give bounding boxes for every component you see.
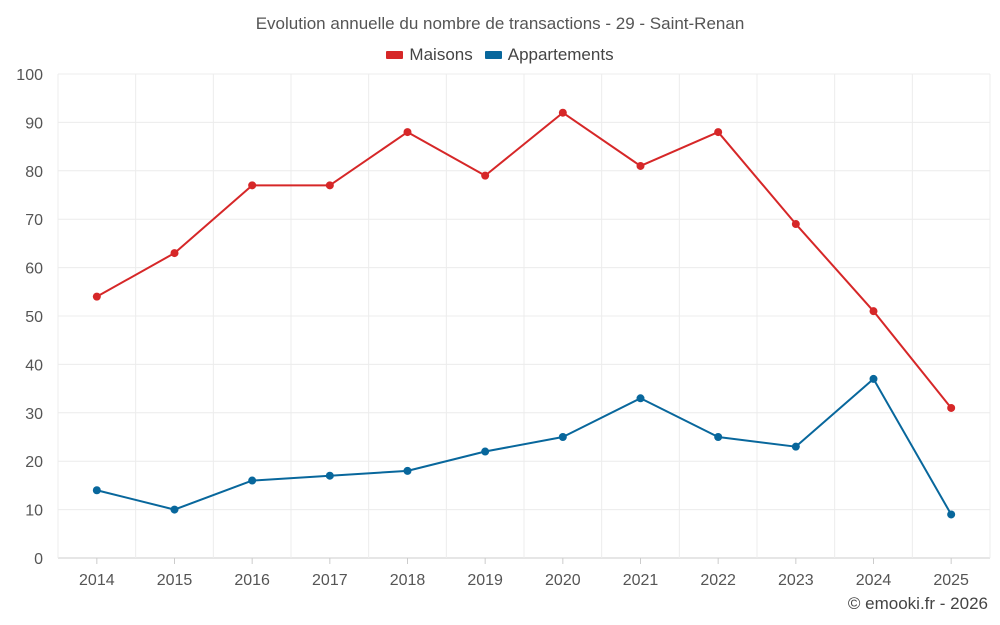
series-line-maisons (96, 111, 952, 409)
legend-label-appartements: Appartements (507, 45, 614, 64)
x-tick-label-2019: 2019 (467, 572, 503, 589)
data-point-maisons-2016 (248, 181, 257, 190)
data-point-appartements-2019 (481, 447, 490, 456)
y-tick-label-80: 80 (25, 164, 43, 181)
data-point-maisons-2019 (481, 171, 490, 180)
data-point-appartements-2022 (714, 433, 723, 441)
x-tick-label-2023: 2023 (778, 572, 814, 589)
legend-swatch-appartements (484, 51, 502, 59)
legend-label-maisons: Maisons (409, 45, 473, 64)
chart-legend: Maisons Appartements (0, 45, 1000, 65)
data-point-maisons-2020 (558, 108, 567, 117)
y-tick-label-10: 10 (25, 503, 43, 520)
series-line-appartements (96, 377, 953, 515)
data-point-appartements-2016 (248, 476, 257, 485)
data-point-appartements-2017 (325, 471, 334, 480)
data-point-maisons-2023 (791, 220, 800, 229)
data-point-maisons-2017 (325, 181, 334, 190)
chart-title: Evolution annuelle du nombre de transact… (255, 14, 745, 33)
data-point-appartements-2015 (170, 505, 179, 514)
y-tick-label-60: 60 (25, 261, 43, 278)
data-point-maisons-2022 (714, 128, 723, 137)
data-point-appartements-2018 (403, 466, 412, 475)
legend-item-appartements[interactable]: Appartements (484, 45, 614, 65)
legend-swatch-maisons (386, 51, 404, 59)
x-tick-label-2016: 2016 (234, 572, 270, 589)
x-tick-label-2018: 2018 (390, 572, 426, 589)
x-tick-label-2024: 2024 (856, 572, 892, 589)
y-tick-label-40: 40 (25, 357, 43, 374)
data-point-maisons-2015 (170, 249, 179, 258)
x-tick-label-2015: 2015 (157, 572, 193, 589)
footer-credit: © emooki.fr - 2026 (847, 594, 988, 613)
data-point-appartements-2024 (869, 374, 878, 383)
y-tick-label-30: 30 (25, 406, 43, 423)
y-tick-label-90: 90 (25, 115, 43, 132)
y-tick-label-0: 0 (34, 551, 43, 568)
x-tick-label-2025: 2025 (933, 572, 969, 589)
data-point-appartements-2021 (636, 394, 645, 403)
x-tick-label-2017: 2017 (312, 572, 348, 589)
x-tick-label-2022: 2022 (700, 572, 736, 589)
data-point-maisons-2014 (92, 292, 101, 301)
data-point-maisons-2025 (947, 403, 956, 412)
data-point-appartements-2025 (947, 510, 956, 519)
x-tick-label-2014: 2014 (79, 572, 115, 589)
x-tick-label-2020: 2020 (545, 572, 581, 589)
y-tick-label-70: 70 (25, 212, 43, 229)
data-point-maisons-2021 (636, 161, 645, 170)
data-point-appartements-2023 (791, 442, 800, 451)
x-tick-label-2021: 2021 (623, 572, 659, 589)
y-tick-label-20: 20 (25, 454, 43, 471)
data-point-maisons-2024 (869, 307, 878, 316)
y-tick-label-50: 50 (25, 309, 43, 326)
y-tick-label-100: 100 (16, 67, 43, 84)
data-point-appartements-2020 (558, 433, 567, 441)
legend-item-maisons[interactable]: Maisons (386, 45, 473, 65)
data-point-maisons-2018 (403, 128, 412, 137)
data-point-appartements-2014 (92, 486, 101, 495)
